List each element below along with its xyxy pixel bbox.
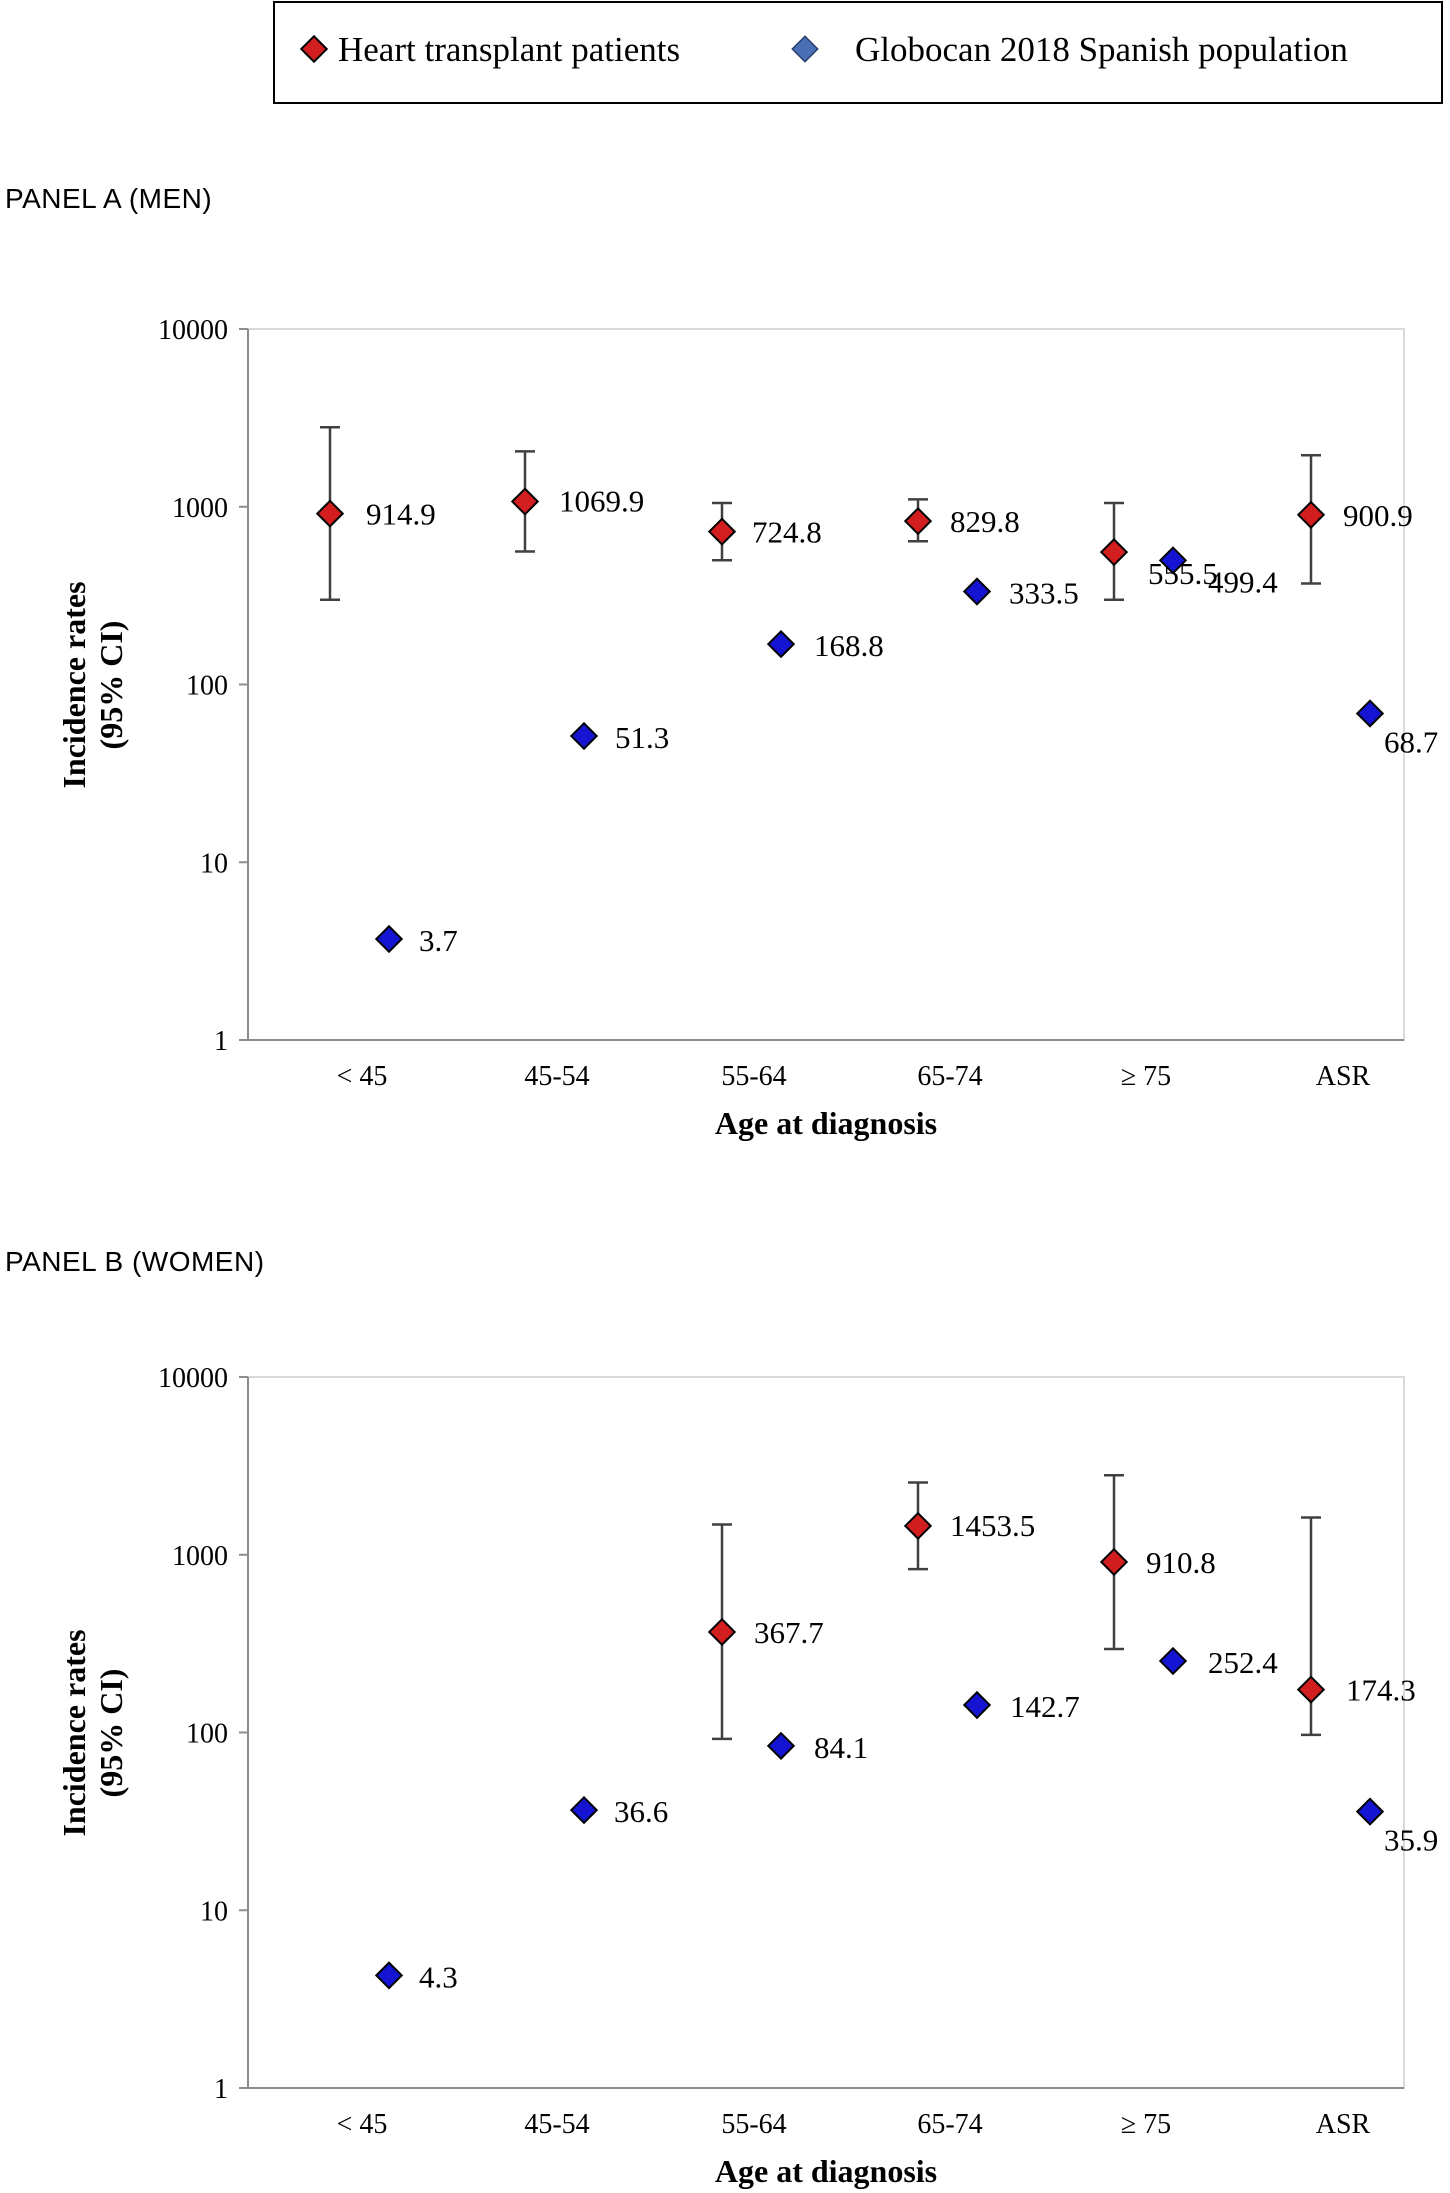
x-tick-label: ASR	[1316, 1061, 1371, 1092]
y-tick-label: 10000	[158, 315, 228, 346]
heart-transplant-point	[707, 1617, 737, 1647]
y-tick-label: 1	[214, 1026, 228, 1057]
y-tick-label: 10000	[158, 1363, 228, 1394]
y-tick-label: 100	[186, 671, 228, 702]
globocan-value-label: 3.7	[419, 923, 458, 958]
globocan-point	[374, 924, 404, 954]
x-tick-label: ≥ 75	[1121, 1061, 1171, 1092]
x-tick-label: ASR	[1316, 2109, 1371, 2140]
y-tick-label: 1	[214, 2074, 228, 2105]
globocan-point	[766, 1731, 796, 1761]
x-axis-title: Age at diagnosis	[715, 2153, 937, 2189]
y-axis-title-line: (95% CI)	[93, 1669, 129, 1798]
heart-transplant-point	[903, 1511, 933, 1541]
globocan-point	[569, 721, 599, 751]
heart-transplant-value-label: 914.9	[366, 497, 436, 532]
globocan-point	[962, 1690, 992, 1720]
x-tick-label: < 45	[337, 2109, 388, 2140]
globocan-value-label: 142.7	[1010, 1689, 1080, 1724]
heart-transplant-value-label: 724.8	[752, 515, 822, 550]
heart-transplant-point	[315, 499, 345, 528]
globocan-value-label: 35.9	[1384, 1823, 1438, 1858]
heart-transplant-value-label: 1069.9	[559, 484, 644, 519]
heart-transplant-point	[510, 487, 540, 516]
globocan-value-label: 168.8	[814, 628, 884, 663]
heart-transplant-value-label: 174.3	[1346, 1673, 1416, 1708]
globocan-point	[1158, 546, 1188, 575]
y-axis-title-line: Incidence rates	[56, 581, 92, 788]
globocan-point	[1355, 699, 1385, 728]
globocan-point	[374, 1961, 404, 1990]
globocan-value-label: 4.3	[419, 1959, 458, 1994]
y-axis-title: Incidence rates(95% CI)	[56, 1629, 129, 1836]
panel-a-men: PANEL A (MEN) 1 10 100 1000 10000 < 45 45-54 55-…	[5, 183, 1438, 1141]
y-tick-label: 100	[186, 1719, 228, 1750]
globocan-point	[1158, 1646, 1188, 1676]
x-tick-label: 45-54	[524, 1061, 589, 1092]
globocan-point	[766, 629, 796, 659]
y-tick-label: 10	[200, 1896, 228, 1927]
x-tick-label: 65-74	[917, 1061, 982, 1092]
heart-transplant-point	[903, 507, 933, 536]
globocan-point	[962, 577, 992, 606]
heart-transplant-value-label: 910.8	[1146, 1545, 1216, 1580]
globocan-value-label: 333.5	[1009, 576, 1079, 611]
heart-transplant-value-label: 829.8	[950, 504, 1020, 539]
panel-b-women: PANEL B (WOMEN) 1 10 100 1000 10000 < 45 45-54 5…	[5, 1246, 1438, 2189]
legend-label-globocan: Globocan 2018 Spanish population	[855, 30, 1348, 69]
globocan-point	[1355, 1797, 1385, 1826]
x-axis-title: Age at diagnosis	[715, 1105, 937, 1141]
x-tick-label: ≥ 75	[1121, 2109, 1171, 2140]
globocan-value-label: 36.6	[614, 1794, 668, 1829]
x-tick-label: 55-64	[721, 1061, 786, 1092]
heart-transplant-point	[707, 517, 737, 546]
y-tick-label: 1000	[172, 1541, 228, 1572]
globocan-value-label: 499.4	[1208, 564, 1278, 599]
x-tick-label: 65-74	[917, 2109, 982, 2140]
legend-marker-heart-transplant	[299, 34, 329, 64]
heart-transplant-point	[1296, 1675, 1326, 1704]
x-tick-label: 55-64	[721, 2109, 786, 2140]
legend-box	[273, 1, 1443, 104]
y-axis-title-line: Incidence rates	[56, 1629, 92, 1836]
legend-label-heart-transplant: Heart transplant patients	[338, 30, 680, 69]
globocan-value-label: 51.3	[615, 720, 669, 755]
heart-transplant-point	[1099, 537, 1129, 567]
heart-transplant-point	[1296, 500, 1326, 529]
globocan-point	[569, 1795, 599, 1825]
heart-transplant-value-label: 1453.5	[950, 1508, 1035, 1543]
heart-transplant-value-label: 900.9	[1343, 498, 1413, 533]
globocan-value-label: 252.4	[1208, 1645, 1278, 1680]
y-tick-label: 1000	[172, 493, 228, 524]
globocan-value-label: 68.7	[1384, 724, 1438, 759]
panel-title: PANEL A (MEN)	[5, 183, 212, 214]
heart-transplant-value-label: 367.7	[754, 1615, 824, 1650]
x-tick-label: < 45	[337, 1061, 388, 1092]
y-tick-label: 10	[200, 848, 228, 879]
legend: Heart transplant patients Globocan 2018 …	[273, 1, 1443, 104]
globocan-value-label: 84.1	[814, 1730, 868, 1765]
y-axis-title-line: (95% CI)	[93, 621, 129, 750]
y-axis-title: Incidence rates(95% CI)	[56, 581, 129, 788]
heart-transplant-point	[1099, 1547, 1129, 1577]
legend-marker-globocan	[791, 35, 819, 63]
x-tick-label: 45-54	[524, 2109, 589, 2140]
panel-title: PANEL B (WOMEN)	[5, 1246, 265, 1277]
